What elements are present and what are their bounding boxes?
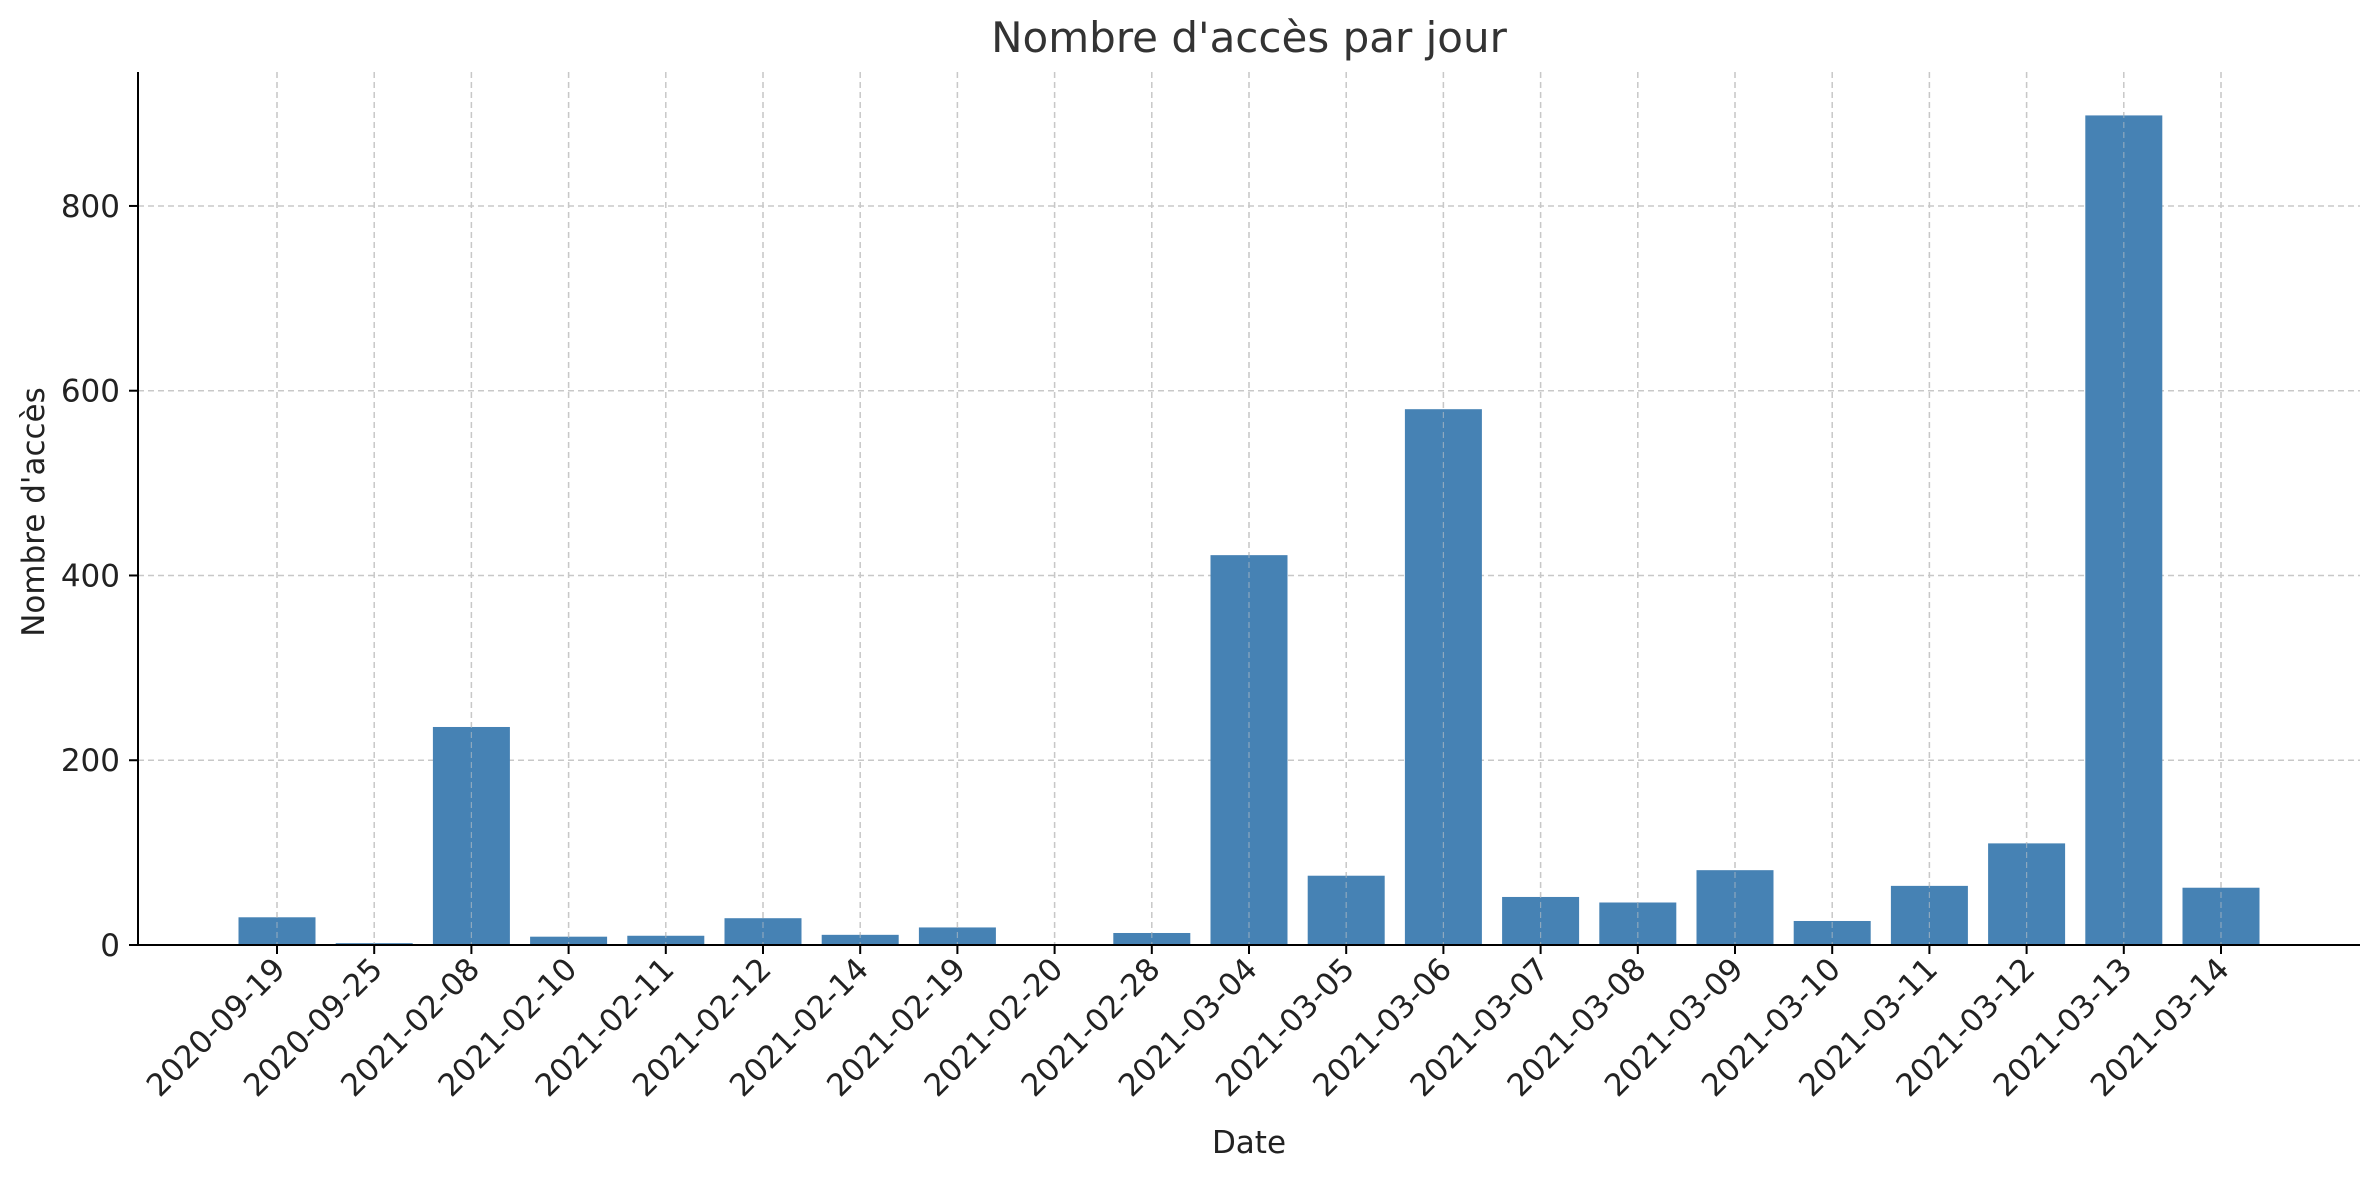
bar-2021-03-13 [2085,115,2163,945]
bar-2021-02-11 [627,935,705,945]
bar-2021-02-28 [1113,932,1191,945]
bar-layer [238,115,2260,945]
bar-2021-03-04 [1210,555,1288,945]
y-axis-label: Nombre d'accès [16,387,52,637]
axis-layer [129,72,2360,954]
chart-title: Nombre d'accès par jour [991,13,1507,62]
x-axis-label: Date [1212,1125,1286,1161]
y-tick-label: 0 [100,928,120,964]
bar-2020-09-19 [238,917,316,945]
x-tick-labels: 2020-09-192020-09-252021-02-082021-02-10… [140,951,2237,1104]
y-tick-label: 400 [61,558,120,594]
bar-2021-02-14 [821,934,899,945]
bar-2021-02-10 [530,936,608,945]
y-tick-labels: 0 200 400 600 800 [61,189,120,964]
y-tick-label: 800 [61,189,120,225]
y-tick-label: 600 [61,374,120,410]
y-tick-label: 200 [61,743,120,779]
